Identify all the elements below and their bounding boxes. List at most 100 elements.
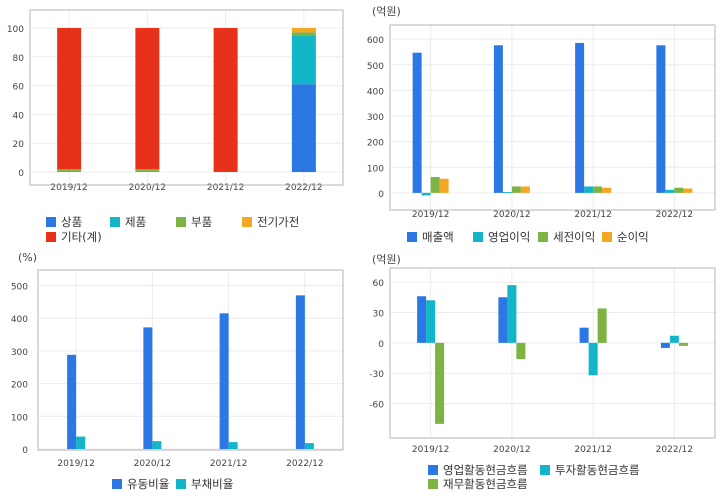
income-y-tick-label: 200 xyxy=(367,139,384,149)
ratio-x-tick-label: 2019/12 xyxy=(57,459,94,469)
income-bar xyxy=(575,42,585,193)
ratio-plot-frame xyxy=(37,269,344,451)
income-bar xyxy=(683,188,693,193)
cashflow-bar xyxy=(417,296,427,343)
mix-legend-swatch xyxy=(110,217,120,227)
income-x-tick-label: 2019/12 xyxy=(412,210,449,220)
income-bar xyxy=(511,186,521,193)
mix-bar xyxy=(57,28,82,170)
income-bar xyxy=(584,186,594,193)
mix-legend-label: 상품 xyxy=(61,215,83,229)
cashflow-legend-label: 영업활동현금흐름 xyxy=(443,463,528,477)
cashflow-legend-item: 투자활동현금흐름 xyxy=(540,462,640,478)
ratio-y-tick-label: 200 xyxy=(11,381,28,391)
income-legend-label: 매출액 xyxy=(422,230,454,244)
cashflow-legend-swatch xyxy=(428,465,438,475)
ratio-bar xyxy=(76,436,86,449)
mix-y-tick-label: 80 xyxy=(13,54,25,64)
ratio-y-tick-label: 300 xyxy=(11,348,28,358)
income-bar xyxy=(674,187,684,193)
income-bar xyxy=(493,45,503,193)
mix-legend-item: 제품 xyxy=(110,214,146,230)
cashflow-bar xyxy=(426,300,436,343)
income-x-tick-label: 2022/12 xyxy=(656,210,693,220)
ratio-bar xyxy=(295,295,305,449)
cashflow-plot-frame xyxy=(389,267,716,439)
income-legend-swatch xyxy=(602,232,612,242)
income-y-tick-label: 500 xyxy=(367,62,384,72)
mix-bar xyxy=(135,28,160,170)
income-bar xyxy=(430,176,440,193)
mix-x-tick-label: 2022/12 xyxy=(285,183,322,193)
cashflow-bar xyxy=(579,327,589,343)
ratio-legend-swatch xyxy=(112,479,122,489)
mix-legend-swatch xyxy=(242,217,252,227)
income-legend-swatch xyxy=(538,232,548,242)
income-bar xyxy=(665,189,675,193)
income-y-tick-label: 400 xyxy=(367,87,384,97)
cashflow-bar xyxy=(660,342,670,348)
income-bar xyxy=(520,186,530,193)
ratio-y-tick-label: 500 xyxy=(11,283,28,293)
income-plot-frame xyxy=(389,24,716,211)
cashflow-legend-item: 재무활동현금흐름 xyxy=(428,476,528,492)
income-y-tick-label: 600 xyxy=(367,36,384,46)
mix-legend-item: 기타(계) xyxy=(46,229,102,245)
income-bar xyxy=(602,187,612,193)
ratio-bar xyxy=(67,354,77,449)
cashflow-legend-item: 영업활동현금흐름 xyxy=(428,462,528,478)
mix-y-tick-label: 20 xyxy=(13,140,25,150)
ratio-bar xyxy=(304,443,314,449)
ratio-y-tick-label: 400 xyxy=(11,315,28,325)
cashflow-bar xyxy=(588,342,598,376)
income-legend-item: 영업이익 xyxy=(473,229,530,245)
ratio-y-tick-label: 0 xyxy=(22,446,28,456)
mix-bar xyxy=(291,28,316,33)
income-y-tick-label: 300 xyxy=(367,113,384,123)
mix-x-tick-label: 2019/12 xyxy=(50,183,87,193)
ratio-chart-unit: (%) xyxy=(18,251,38,264)
mix-y-tick-label: 60 xyxy=(13,83,25,93)
cashflow-y-tick-label: 0 xyxy=(378,340,384,350)
mix-bar xyxy=(135,169,160,172)
mix-bar xyxy=(291,35,316,85)
cashflow-bar xyxy=(678,342,688,346)
mix-legend-label: 전기가전 xyxy=(257,215,300,229)
mix-y-tick-label: 0 xyxy=(18,169,24,179)
income-legend-item: 순이익 xyxy=(602,229,649,245)
mix-plot-frame xyxy=(29,9,344,186)
income-legend-swatch xyxy=(407,232,417,242)
cashflow-legend-swatch xyxy=(540,465,550,475)
mix-bar xyxy=(291,84,316,172)
ratio-legend-item: 유동비율 xyxy=(112,476,169,492)
ratio-x-tick-label: 2022/12 xyxy=(286,459,323,469)
product-mix-chart: 0 20 40 60 80 100 2019/12 2020/12 2021/12 2022/12 xyxy=(7,9,344,193)
income-bar xyxy=(439,178,449,193)
mix-legend-label: 제품 xyxy=(125,215,147,229)
mix-legend-swatch xyxy=(176,217,186,227)
mix-bar xyxy=(57,169,82,172)
ratio-x-tick-label: 2021/12 xyxy=(210,459,247,469)
mix-legend-swatch xyxy=(46,232,56,242)
mix-y-tick-label: 100 xyxy=(7,25,24,35)
ratio-bar xyxy=(228,442,238,449)
mix-legend-label: 기타(계) xyxy=(61,230,102,244)
ratio-bar xyxy=(152,441,162,449)
cashflow-bar xyxy=(507,285,517,343)
ratio-legend-label: 부채비율 xyxy=(191,477,234,491)
income-bar xyxy=(593,186,603,193)
cashflow-x-tick-label: 2021/12 xyxy=(574,445,611,455)
cashflow-x-tick-label: 2020/12 xyxy=(493,445,530,455)
product-mix-chart-panel: 0 20 40 60 80 100 2019/12 2020/12 2021/12 2022/12… xyxy=(0,0,360,248)
cashflow-legend-swatch xyxy=(428,479,438,489)
income-bar xyxy=(421,192,431,196)
ratio-bar xyxy=(219,313,229,449)
mix-y-tick-label: 40 xyxy=(13,111,25,121)
cashflow-legend-label: 재무활동현금흐름 xyxy=(443,477,528,491)
income-legend-label: 순이익 xyxy=(617,230,649,244)
mix-legend-swatch xyxy=(46,217,56,227)
income-chart-unit: (억원) xyxy=(372,5,401,18)
ratio-chart: 0 100 200 300 400 500 2019/12 2020/12 2021/12 202… xyxy=(11,269,344,469)
income-x-tick-label: 2020/12 xyxy=(493,210,530,220)
ratio-legend-label: 유동비율 xyxy=(127,477,170,491)
